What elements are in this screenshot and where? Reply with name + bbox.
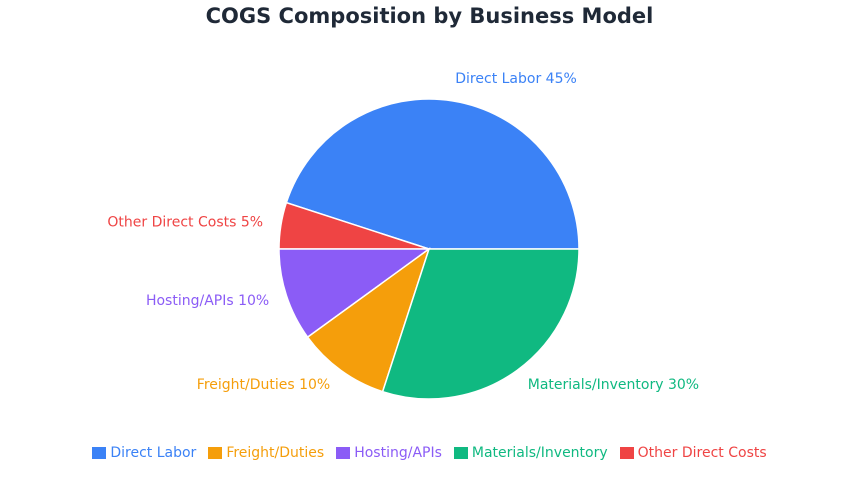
legend-label: Hosting/APIs <box>354 445 442 461</box>
legend-label: Freight/Duties <box>226 445 325 461</box>
legend-item-freight-duties[interactable]: Freight/Duties <box>208 445 324 461</box>
legend-item-direct-labor[interactable]: Direct Labor <box>92 445 196 461</box>
legend-item-hosting-apis[interactable]: Hosting/APIs <box>336 445 442 461</box>
pie-slice-hosting-apis[interactable] <box>278 248 432 339</box>
legend-swatch <box>92 447 107 459</box>
chart-title: COGS Composition by Business Model <box>205 4 654 28</box>
legend-label: Direct Labor <box>110 445 197 461</box>
legend-label: Materials/Inventory <box>471 445 608 461</box>
pie-slice-freight-duties[interactable] <box>306 247 431 393</box>
legend-swatch <box>453 447 468 459</box>
slice-label-hosting-apis: Hosting/APIs 10% <box>146 293 269 309</box>
legend-item-other-direct-costs[interactable]: Other Direct Costs <box>619 445 767 461</box>
slice-label-freight-duties: Freight/Duties 10% <box>197 377 330 393</box>
slice-label-other-direct-costs: Other Direct Costs 5% <box>107 215 263 231</box>
legend-swatch <box>208 447 223 459</box>
legend-swatch <box>619 447 634 459</box>
slice-label-materials-inventory: Materials/Inventory 30% <box>528 377 699 393</box>
legend-swatch <box>336 447 351 459</box>
slice-label-direct-labor: Direct Labor 45% <box>455 71 577 87</box>
pie-slice-materials-inventory[interactable] <box>381 248 580 400</box>
pie-slice-direct-labor[interactable] <box>285 98 580 250</box>
legend-item-materials-inventory[interactable]: Materials/Inventory <box>453 445 608 461</box>
legend-label: Other Direct Costs <box>637 445 767 461</box>
chart-legend: Direct Labor Freight/Duties Hosting/APIs Ma… <box>0 445 859 461</box>
